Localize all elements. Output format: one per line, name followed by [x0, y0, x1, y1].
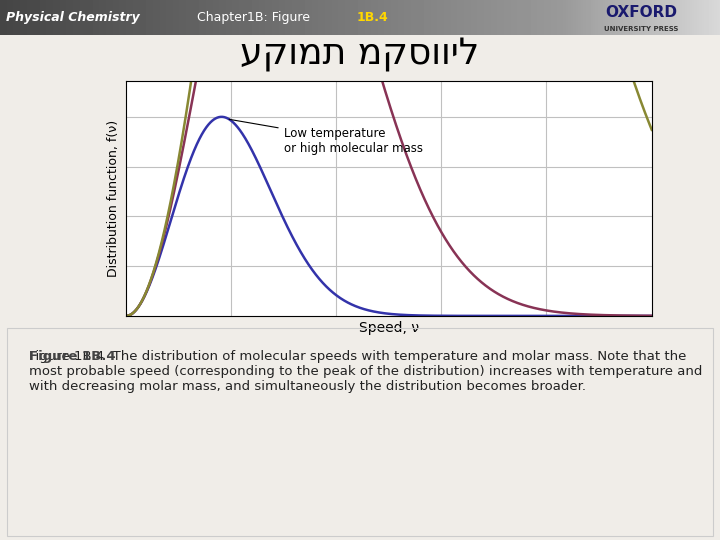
- Text: High temperature or
low molecular mass: High temperature or low molecular mass: [0, 539, 1, 540]
- Text: עקומת מקסוויל: עקומת מקסוויל: [240, 38, 480, 72]
- Text: Figure 1B.4: Figure 1B.4: [29, 350, 115, 363]
- Text: Figure 1B.4  The distribution of molecular speeds with temperature and molar mas: Figure 1B.4 The distribution of molecula…: [29, 350, 702, 393]
- X-axis label: Speed, ν: Speed, ν: [359, 321, 419, 335]
- Text: Physical Chemistry: Physical Chemistry: [6, 11, 140, 24]
- Text: Intermediate temperature or
molecular mass: Intermediate temperature or molecular ma…: [0, 539, 1, 540]
- Text: UNIVERSITY PRESS: UNIVERSITY PRESS: [603, 26, 678, 32]
- Text: Low temperature
or high molecular mass: Low temperature or high molecular mass: [229, 119, 423, 155]
- Text: OXFORD: OXFORD: [605, 5, 677, 20]
- Y-axis label: Distribution function, f(ν): Distribution function, f(ν): [107, 120, 120, 277]
- Text: Chapter1B: Figure: Chapter1B: Figure: [197, 11, 314, 24]
- Text: 1B.4: 1B.4: [356, 11, 388, 24]
